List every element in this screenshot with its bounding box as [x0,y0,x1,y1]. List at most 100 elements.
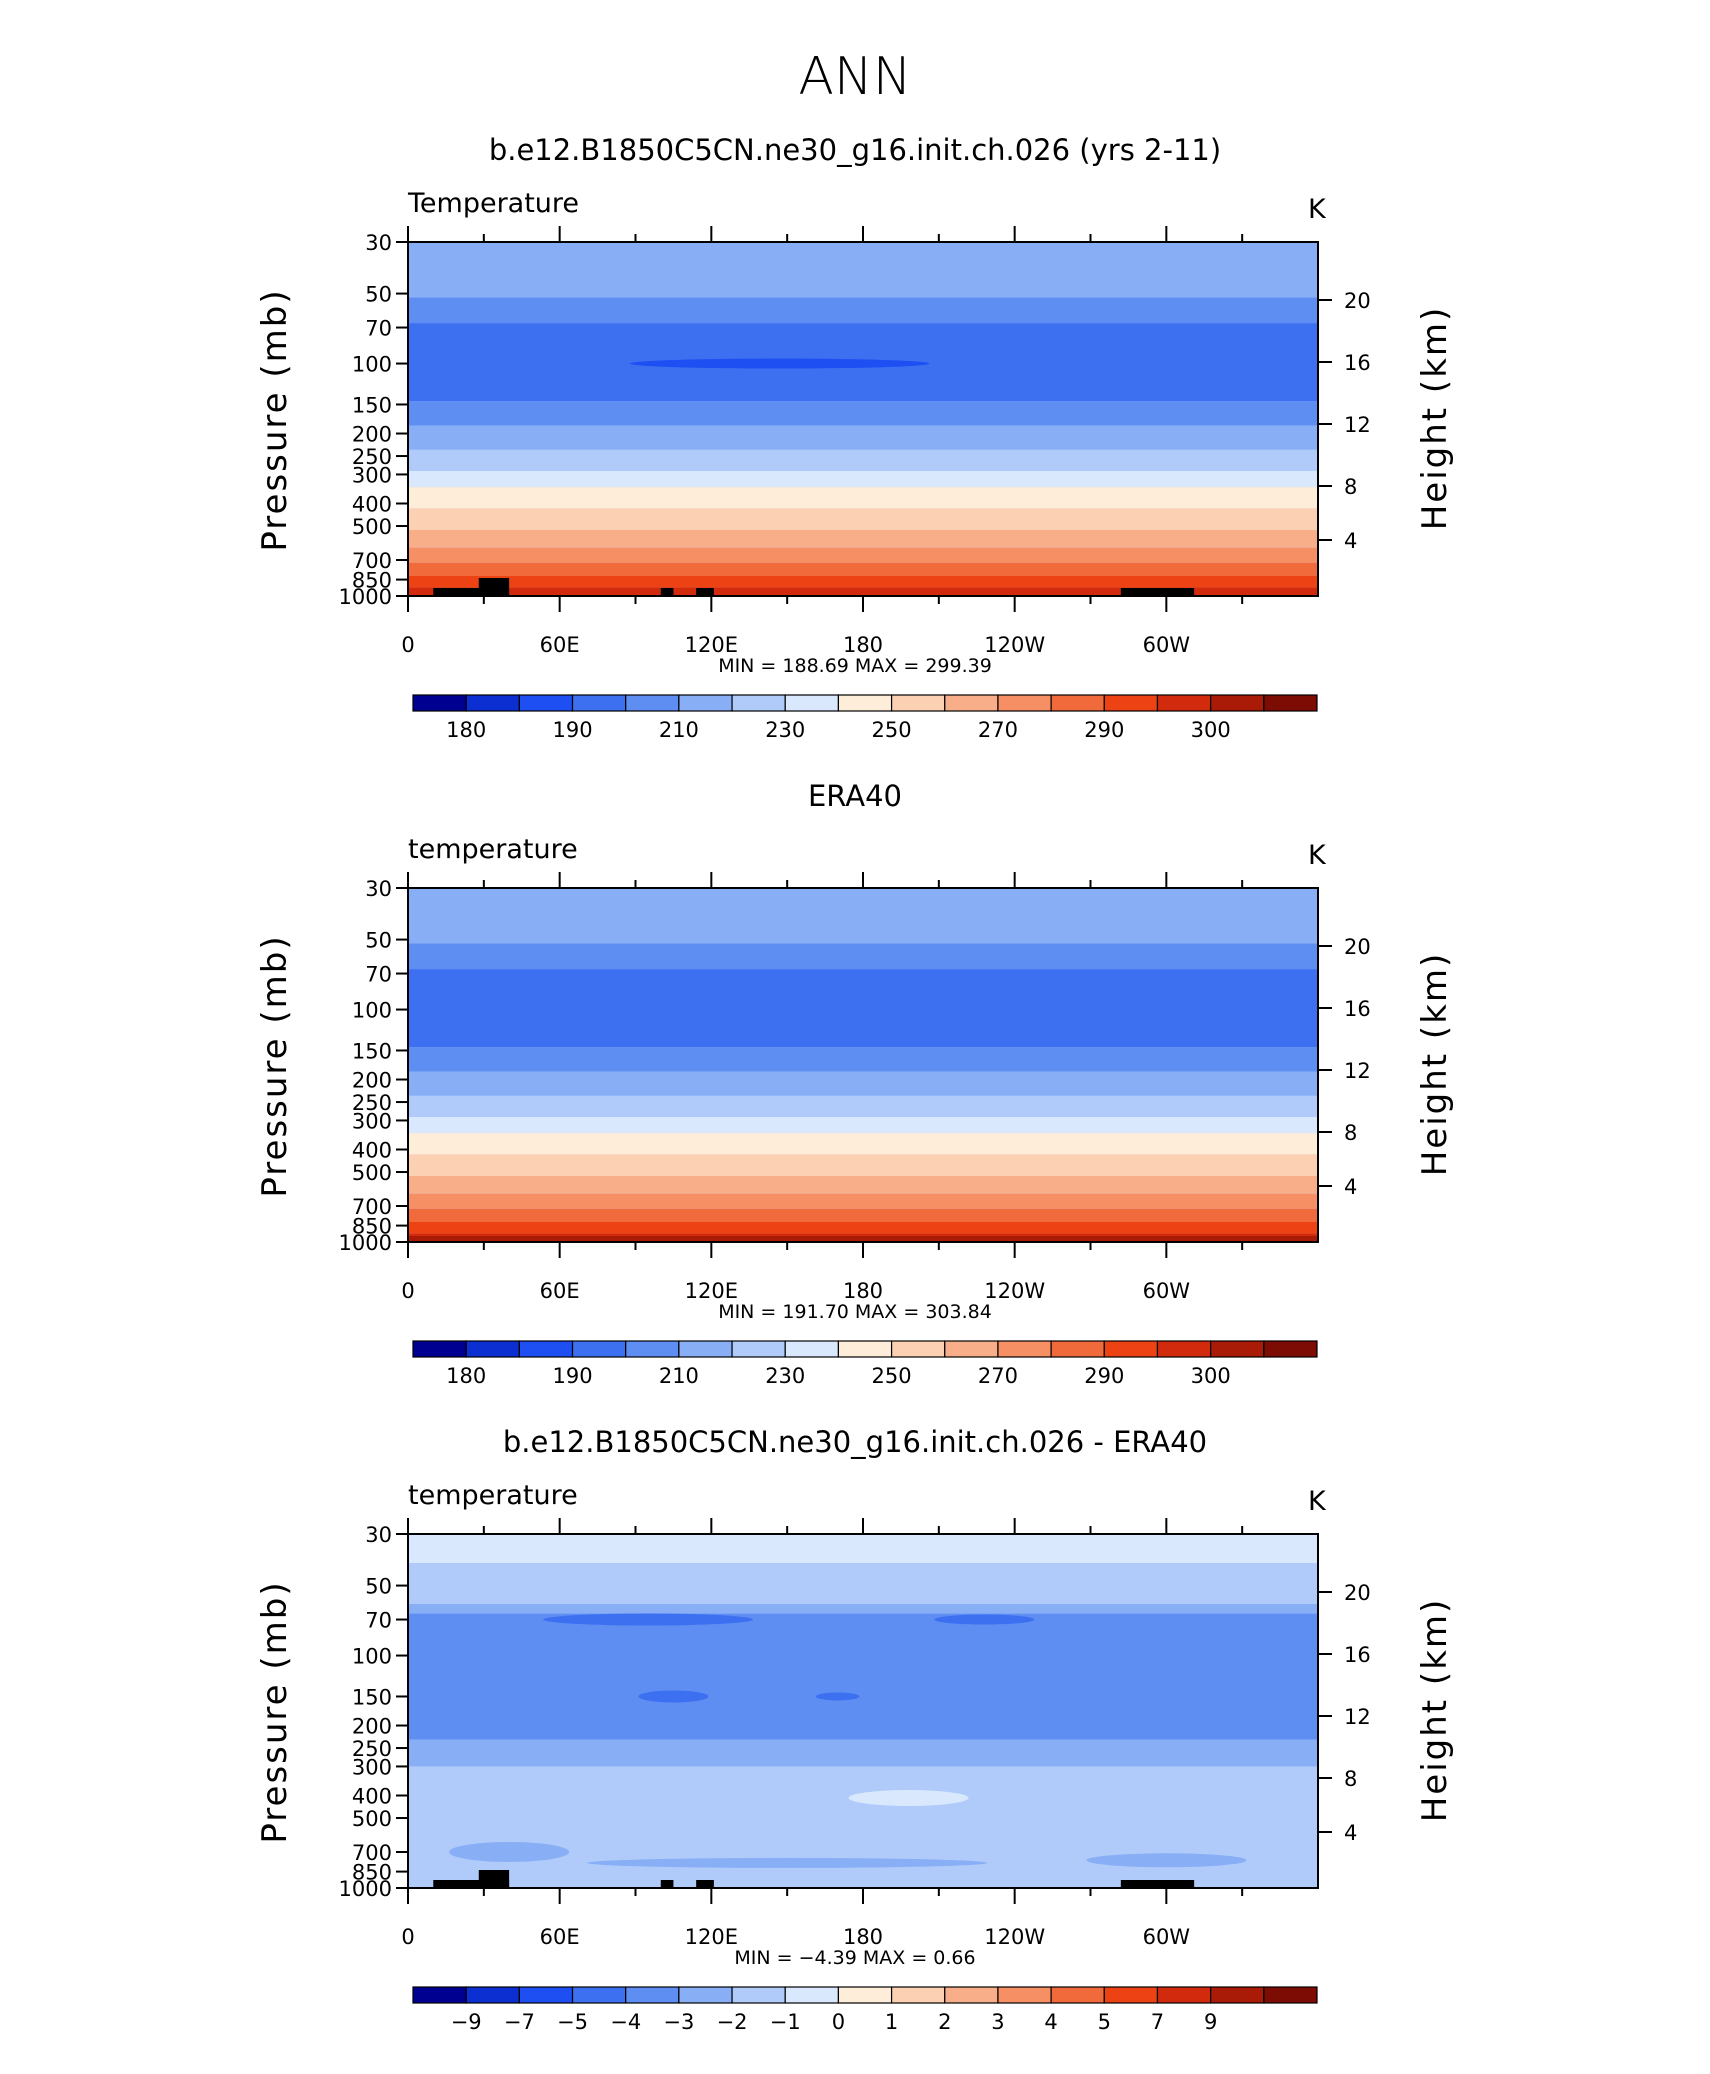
colorbar-segment [944,1986,999,2004]
y-axis-title: Pressure (mb) [255,934,295,1197]
y-tick-label: 50 [365,283,392,307]
y-tick-label: 70 [365,963,392,987]
colorbar-segment [890,1340,946,1358]
x-tick-label: 60E [540,1279,580,1303]
colorbar-segment [997,1986,1052,2004]
x-tick-label: 120E [685,1925,738,1949]
contour-band [408,1154,1318,1176]
panel-1: b.e12.B1850C5CN.ne30_g16.init.ch.026 (yr… [255,133,1455,742]
cold-anomaly [815,1692,860,1701]
topography [660,588,674,596]
contour-band [408,449,1318,472]
colorbar-segment [1210,1340,1265,1358]
cold-anomaly [587,1857,988,1868]
colorbar-segment [944,694,999,712]
colorbar-label: 180 [446,718,486,742]
contour-band [408,1193,1318,1209]
y-tick-label: 150 [352,393,392,417]
colorbar-segment [784,1340,840,1358]
colorbar-segment [465,1986,520,2004]
colorbar-segment [571,1986,627,2004]
y-tick-label: 30 [365,1523,392,1547]
colorbar-segment [1210,694,1265,712]
colorbar-label: 250 [872,1364,912,1388]
colorbar-segment [678,1986,733,2004]
y-tick-label: 70 [365,1609,392,1633]
panel-title: b.e12.B1850C5CN.ne30_g16.init.ch.026 - E… [503,1425,1207,1459]
colorbar-label: 7 [1151,2010,1164,2034]
y-tick-label: 300 [352,1755,392,1779]
y-axis-right-title: Height (km) [1415,306,1455,531]
colorbar-segment [412,694,467,712]
right-tick-label: 8 [1344,1121,1357,1145]
colorbar-label: −7 [504,2010,535,2034]
cold-anomaly [449,1841,570,1862]
colorbar-segment [1156,694,1212,712]
colorbar-label: 190 [552,1364,592,1388]
panel-3: b.e12.B1850C5CN.ne30_g16.init.ch.026 - E… [255,1425,1455,2034]
colorbar-label: 210 [659,1364,699,1388]
colorbar-segment [571,1340,627,1358]
y-tick-label: 700 [352,549,392,573]
colorbar-segment [465,694,520,712]
colorbar-segment [465,1340,520,1358]
topography [660,1880,674,1888]
min-max-label: MIN = −4.39 MAX = 0.66 [734,1947,975,1969]
colorbar-segment [412,1986,467,2004]
cold-core [629,358,930,369]
contour-band [408,471,1318,488]
colorbar-segment [518,1986,574,2004]
cold-anomaly [543,1613,754,1626]
colorbar-segment [412,1340,467,1358]
y-tick-label: 300 [352,1109,392,1133]
colorbar-segment [890,1986,946,2004]
x-tick-label: 120W [984,1279,1045,1303]
colorbar-segment [1050,694,1105,712]
colorbar-label: 290 [1084,1364,1124,1388]
colorbar-segment [784,694,840,712]
y-tick-label: 500 [352,1161,392,1185]
x-tick-label: 180 [843,633,883,657]
units-label: K [1308,194,1327,225]
min-max-label: MIN = 188.69 MAX = 299.39 [718,655,992,677]
colorbar-segment [518,1340,574,1358]
colorbar-label: 9 [1204,2010,1217,2034]
contour-band [408,1071,1318,1096]
colorbar-label: 4 [1044,2010,1057,2034]
colorbar-label: 5 [1098,2010,1111,2034]
contour-band [408,1117,1318,1134]
y-tick-label: 850 [352,1861,392,1885]
y-tick-label: 70 [365,317,392,341]
y-axis-title: Pressure (mb) [255,288,295,551]
colorbar-segment [997,1340,1052,1358]
contour-band [408,1133,1318,1155]
y-tick-label: 50 [365,1575,392,1599]
variable-label: temperature [408,834,578,865]
y-tick-label: 50 [365,929,392,953]
colorbar-segment [678,694,733,712]
colorbar-label: 290 [1084,718,1124,742]
colorbar-segment [1103,694,1159,712]
contour-band [408,1739,1318,1767]
y-axis-title: Pressure (mb) [255,1580,295,1843]
x-tick-label: 60W [1143,1279,1191,1303]
right-tick-label: 20 [1344,1581,1371,1605]
topography [478,578,510,596]
y-tick-label: 250 [352,1737,392,1761]
colorbar-label: 210 [659,718,699,742]
colorbar-label: 0 [832,2010,845,2034]
right-tick-label: 12 [1344,1705,1371,1729]
y-tick-label: 400 [352,1138,392,1162]
y-tick-label: 400 [352,492,392,516]
topography [1120,588,1195,596]
y-tick-label: 30 [365,231,392,255]
topography [433,1880,510,1888]
contour-band [408,1208,1318,1222]
colorbar-label: −3 [663,2010,694,2034]
min-max-label: MIN = 191.70 MAX = 303.84 [718,1301,992,1323]
y-tick-label: 1000 [339,585,392,609]
colorbar-segment [1263,1340,1318,1358]
y-tick-label: 1000 [339,1877,392,1901]
colorbar-label: −5 [557,2010,588,2034]
contour-band [408,1613,1318,1740]
